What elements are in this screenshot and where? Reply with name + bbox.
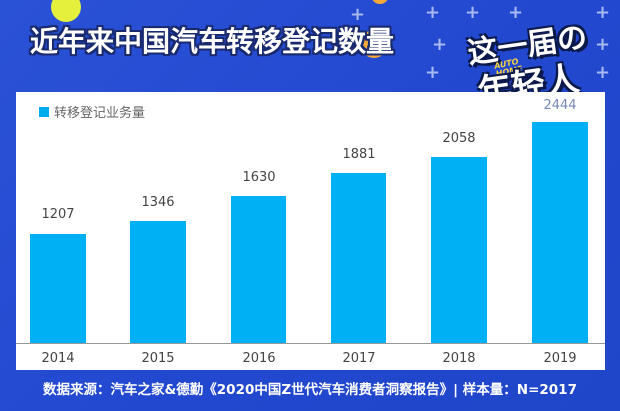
- bar-2018: [431, 157, 487, 343]
- bar-2016: [231, 196, 286, 343]
- data-label: 1207: [41, 207, 75, 222]
- bar-2014: [30, 234, 86, 343]
- plus-icon: +: [595, 34, 611, 55]
- data-source-note: 数据来源：汽车之家&德勤《2020中国Z世代汽车消费者洞察报告》| 样本量：N=…: [43, 382, 577, 398]
- decorative-orange-circle: [372, 0, 388, 4]
- plus-icon: +: [595, 62, 611, 83]
- chart-panel: 转移登记业务量 1207 1346 1630 1881 2058 2444 20…: [16, 92, 605, 370]
- plus-icon: +: [465, 2, 481, 23]
- plus-icon: +: [425, 62, 441, 83]
- data-label: 1346: [141, 195, 175, 210]
- data-label: 2058: [442, 131, 476, 146]
- data-label: 1630: [242, 170, 276, 185]
- x-tick-label: 2014: [41, 351, 75, 366]
- decorative-orange-circle: [360, 30, 388, 58]
- data-label: 2444: [543, 98, 577, 113]
- bar-2017: [331, 173, 386, 343]
- plus-icon: +: [508, 2, 524, 23]
- bar-2019: [532, 122, 588, 343]
- x-axis-line: [16, 343, 605, 344]
- plus-icon: +: [425, 2, 441, 23]
- x-tick-label: 2016: [242, 351, 276, 366]
- x-tick-label: 2018: [442, 351, 476, 366]
- legend-swatch: [39, 106, 49, 117]
- brand-logo: 这一届の AUTO HOME 年轻人: [455, 20, 605, 113]
- x-tick-label: 2017: [342, 351, 376, 366]
- bar-2015: [130, 221, 186, 343]
- x-tick-label: 2015: [141, 351, 175, 366]
- page-title: 近年来中国汽车转移登记数量: [30, 25, 395, 58]
- x-tick-label: 2019: [543, 351, 577, 366]
- decorative-yellow-circle: [51, 0, 81, 22]
- legend-label: 转移登记业务量: [54, 106, 146, 121]
- data-label: 1881: [342, 147, 376, 162]
- plus-icon: +: [432, 34, 448, 55]
- plus-icon: +: [595, 2, 611, 23]
- legend: 转移登记业务量: [39, 102, 145, 121]
- plus-icon: +: [350, 4, 366, 25]
